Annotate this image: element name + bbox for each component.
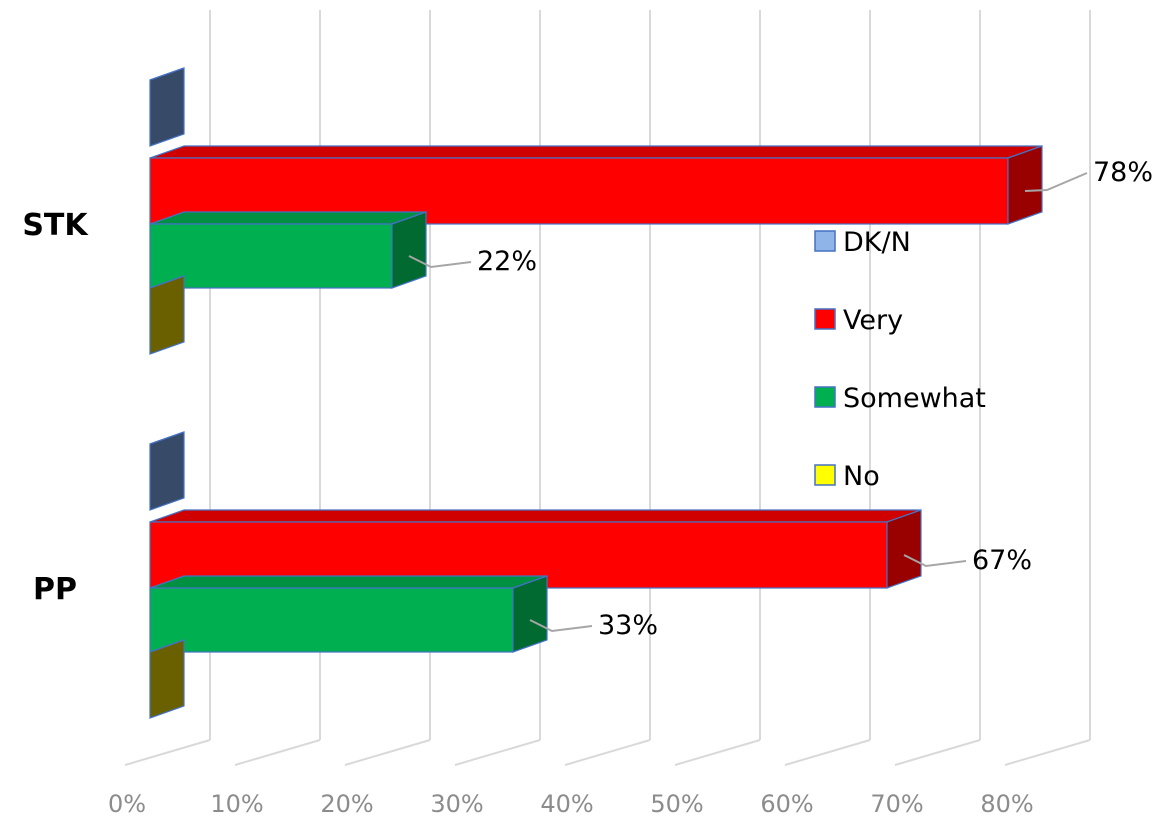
- floor-gridline-5: [674, 739, 761, 766]
- bar-somewhat-pp: [149, 575, 548, 653]
- bar-side-face: [1007, 145, 1043, 225]
- labels: STK 78% 22% PP 67% 33%: [22, 157, 1153, 641]
- x-tick-label: 80%: [980, 790, 1033, 818]
- legend-swatch: [814, 230, 836, 252]
- bars: [149, 67, 1043, 719]
- legend-swatch: [814, 386, 836, 408]
- leader-line: [1024, 172, 1088, 192]
- bar-side-face: [149, 639, 185, 719]
- floor-gridline-4: [564, 739, 651, 766]
- bar-front-face: [149, 587, 514, 653]
- leader-line: [529, 619, 593, 633]
- x-tick-label: 70%: [870, 790, 923, 818]
- bar-dk-n-stk: [149, 67, 185, 147]
- data-label: 22%: [477, 246, 537, 277]
- floor-gridline-3: [454, 739, 541, 766]
- bar-side-face: [149, 275, 185, 355]
- data-label: 78%: [1093, 157, 1153, 188]
- legend-label: DK/N: [843, 227, 911, 258]
- bar-top-face: [149, 509, 922, 523]
- bar-side-face: [149, 431, 185, 511]
- category-label: STK: [22, 208, 89, 243]
- floor-gridline-1: [234, 739, 321, 766]
- x-tick-label: 50%: [650, 790, 703, 818]
- bar-top-face: [149, 211, 427, 225]
- legend-label: Very: [843, 305, 903, 336]
- bar-top-face: [149, 575, 548, 589]
- bar-side-face: [512, 575, 548, 653]
- category-label: PP: [33, 572, 77, 607]
- bar-somewhat-stk: [149, 211, 427, 289]
- floor-gridline-0: [124, 739, 211, 766]
- legend-swatch: [814, 308, 836, 330]
- legend: DK/N Very Somewhat No: [814, 227, 986, 492]
- bar-top-face: [149, 145, 1043, 159]
- floor-gridline-2: [344, 739, 431, 766]
- leader-line: [903, 554, 967, 568]
- x-tick-label: 0%: [108, 790, 146, 818]
- bar-no-pp: [149, 639, 185, 719]
- x-tick-label: 60%: [760, 790, 813, 818]
- x-tick-label: 30%: [430, 790, 483, 818]
- bar-side-face: [391, 211, 427, 289]
- bar-front-face: [149, 223, 393, 289]
- floor-gridline-7: [894, 739, 981, 766]
- legend-label: No: [843, 461, 880, 492]
- bar-no-stk: [149, 275, 185, 355]
- leader-line: [408, 255, 472, 269]
- legend-swatch: [814, 464, 836, 486]
- x-tick-label: 10%: [210, 790, 263, 818]
- floor-gridline-6: [784, 739, 871, 766]
- x-tick-label: 20%: [320, 790, 373, 818]
- grid: 0% 10% 20% 30% 40% 50% 60% 70% 80%: [108, 10, 1091, 818]
- bar-dk-n-pp: [149, 431, 185, 511]
- legend-label: Somewhat: [843, 383, 986, 414]
- bar-side-face: [886, 509, 922, 589]
- data-label: 33%: [598, 610, 658, 641]
- x-tick-label: 40%: [540, 790, 593, 818]
- bar-side-face: [149, 67, 185, 147]
- floor-gridline-8: [1004, 739, 1091, 766]
- data-label: 67%: [972, 545, 1032, 576]
